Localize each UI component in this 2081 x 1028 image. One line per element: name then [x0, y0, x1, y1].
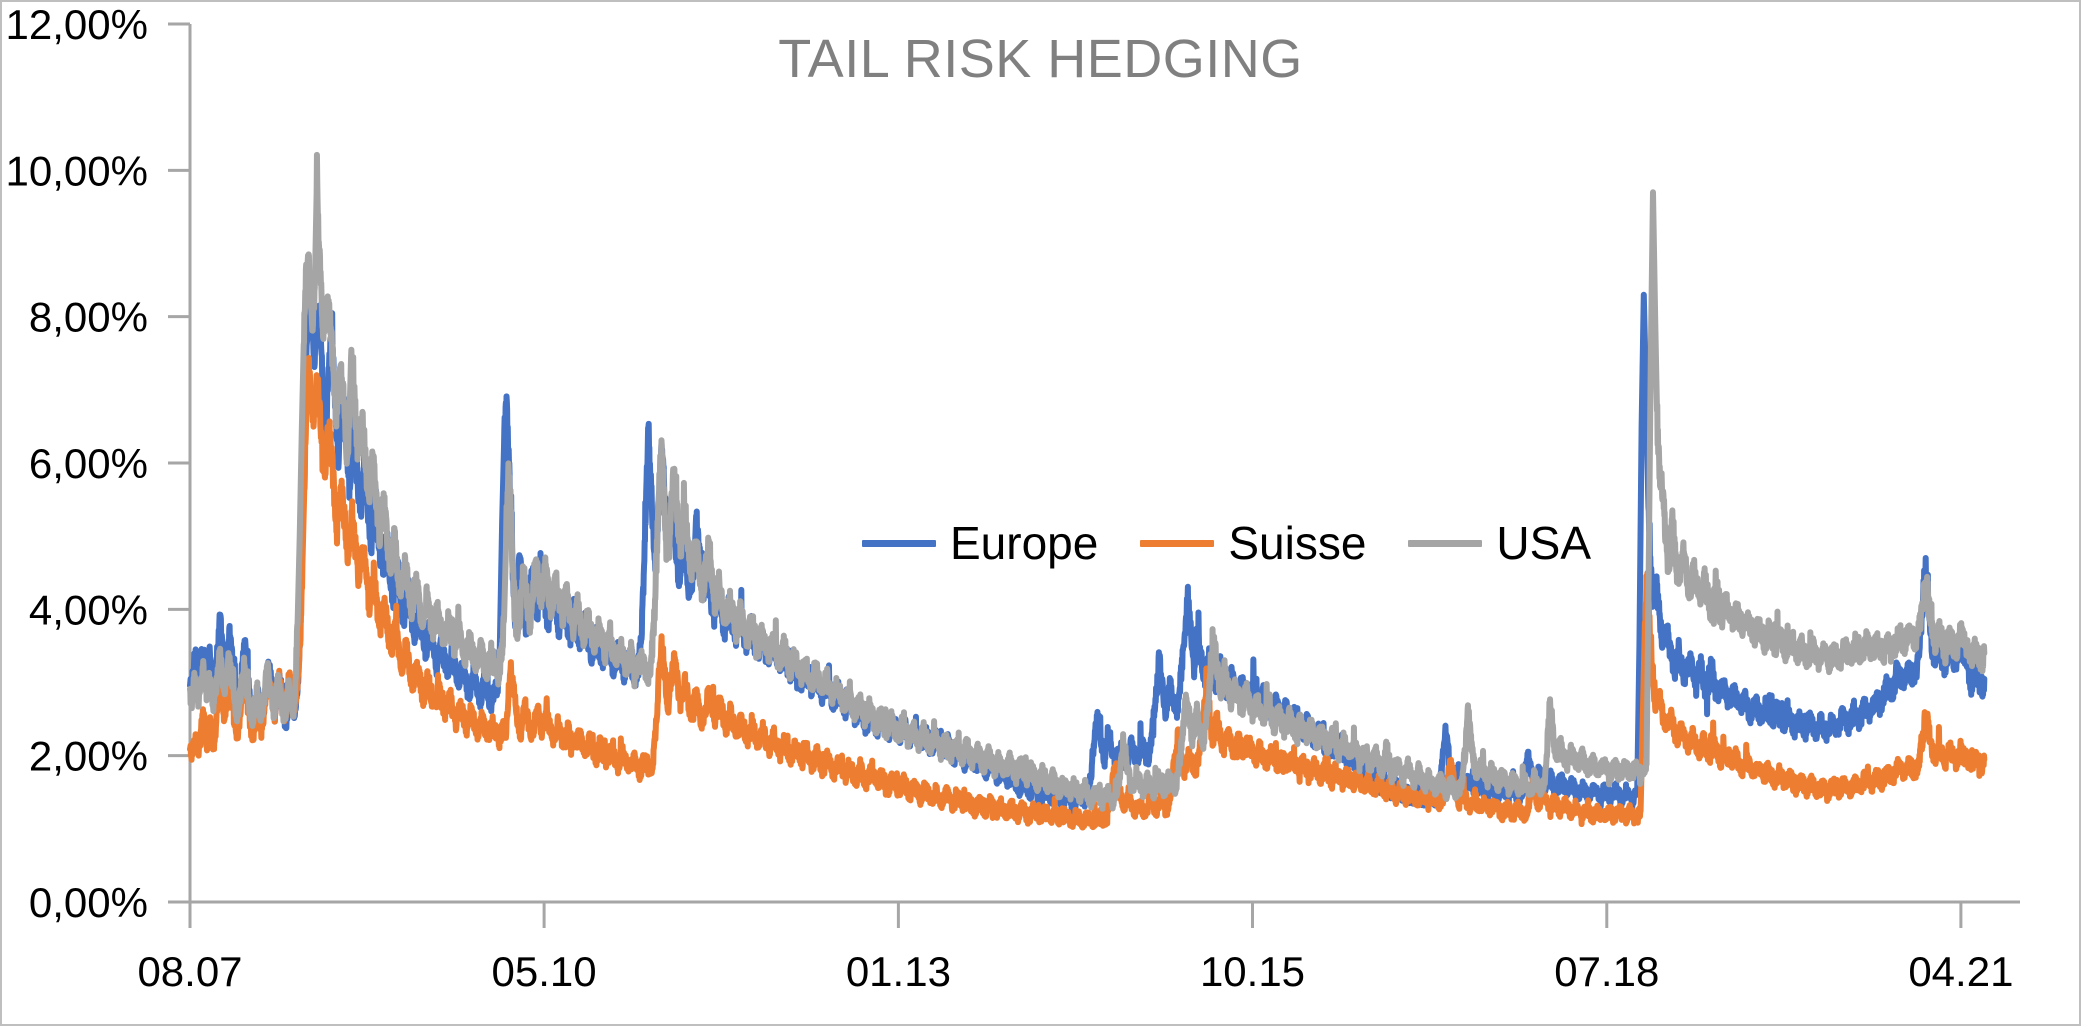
legend-label-europe: Europe — [950, 517, 1099, 569]
series-line-usa — [187, 151, 1988, 812]
legend-item-suisse[interactable]: Suisse — [1140, 520, 1366, 566]
x-tick-label: 05.10 — [492, 948, 597, 995]
x-tick-label: 04.21 — [1908, 948, 2013, 995]
chart-legend: Europe Suisse USA — [862, 520, 1591, 566]
y-tick-label: 8,00% — [29, 294, 148, 341]
y-tick-label: 0,00% — [29, 879, 148, 926]
legend-label-suisse: Suisse — [1228, 517, 1367, 569]
x-tick-label: 07.18 — [1554, 948, 1659, 995]
series-line-suisse — [187, 354, 1988, 831]
y-tick-label: 12,00% — [6, 2, 148, 48]
legend-swatch-europe — [862, 539, 936, 547]
data-series-group — [187, 151, 1988, 831]
legend-label-usa: USA — [1496, 517, 1592, 569]
y-tick-label: 6,00% — [29, 440, 148, 487]
y-axis-group: 0,00% 2,00% 4,00% 6,00% 8,00% 10,00% 12,00% — [6, 2, 192, 926]
y-tick-label: 2,00% — [29, 733, 148, 780]
legend-swatch-usa — [1408, 539, 1483, 547]
y-axis-ticks: 0,00% 2,00% 4,00% 6,00% 8,00% 10,00% 12,00% — [6, 2, 190, 926]
legend-swatch-suisse — [1140, 539, 1215, 547]
x-axis-group: 08.07 05.10 01.13 10.15 07.18 04.21 — [137, 900, 2020, 995]
y-tick-label: 4,00% — [29, 586, 148, 633]
x-axis-ticks: 08.07 05.10 01.13 10.15 07.18 04.21 — [137, 902, 2013, 995]
x-tick-label: 01.13 — [846, 948, 951, 995]
y-tick-label: 10,00% — [6, 147, 148, 194]
x-tick-label: 10.15 — [1200, 948, 1305, 995]
legend-item-europe[interactable]: Europe — [862, 520, 1098, 566]
x-tick-label: 08.07 — [137, 948, 242, 995]
legend-item-usa[interactable]: USA — [1408, 520, 1591, 566]
